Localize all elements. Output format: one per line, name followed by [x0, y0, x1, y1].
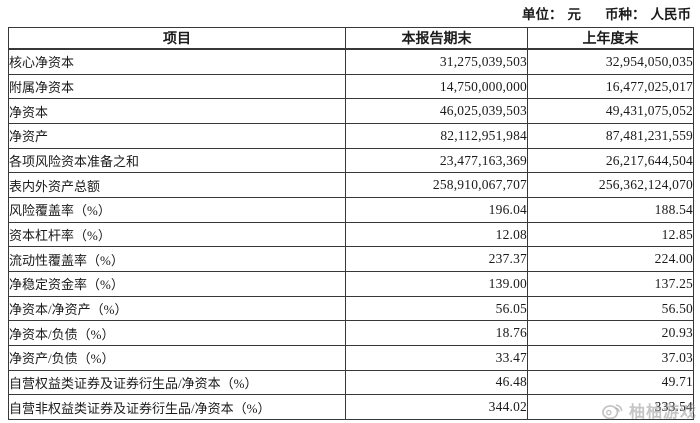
current-value-cell: 56.05	[345, 295, 528, 322]
table-row: 净资产/负债（%） 33.47 37.03	[8, 344, 694, 371]
item-cell: 净资本	[8, 98, 346, 125]
current-value-cell: 23,477,163,369	[345, 147, 528, 174]
table-row: 自营权益类证券及证券衍生品/净资本（%） 46.48 49.71	[8, 369, 694, 396]
item-cell: 自营非权益类证券及证券衍生品/净资本（%）	[8, 394, 346, 420]
prior-value-cell: 224.00	[527, 246, 694, 273]
current-value-cell: 14,750,000,000	[345, 73, 528, 100]
table-row: 净资本 46,025,039,503 49,431,075,052	[8, 98, 694, 125]
prior-value-cell: 333.54	[527, 394, 694, 420]
item-cell: 净资产	[8, 123, 346, 149]
table-row: 各项风险资本准备之和 23,477,163,369 26,217,644,504	[8, 147, 694, 174]
current-value-cell: 46,025,039,503	[345, 98, 528, 125]
table-row: 附属净资本 14,750,000,000 16,477,025,017	[8, 73, 694, 100]
current-value-cell: 12.08	[345, 221, 528, 248]
column-header-item: 项目	[8, 27, 346, 50]
table-row: 流动性覆盖率（%） 237.37 224.00	[8, 246, 694, 273]
item-cell: 资本杠杆率（%）	[8, 221, 346, 248]
item-cell: 净资本/负债（%）	[8, 320, 346, 346]
item-cell: 净资产/负债（%）	[8, 344, 346, 371]
currency-value: 人民币	[650, 7, 692, 22]
item-cell: 流动性覆盖率（%）	[8, 246, 346, 273]
prior-value-cell: 56.50	[527, 295, 694, 322]
table-row: 风险覆盖率（%） 196.04 188.54	[8, 197, 694, 223]
unit-label: 单位：	[522, 7, 563, 22]
current-value-cell: 46.48	[345, 369, 528, 396]
table-row: 净资本/负债（%） 18.76 20.93	[8, 320, 694, 346]
prior-value-cell: 16,477,025,017	[527, 73, 694, 100]
currency-label: 币种：	[605, 7, 646, 22]
prior-value-cell: 20.93	[527, 320, 694, 346]
table-row: 表内外资产总额 258,910,067,707 256,362,124,070	[8, 172, 694, 199]
table-row: 净资产 82,112,951,984 87,481,231,559	[8, 123, 694, 149]
item-cell: 净稳定资金率（%）	[8, 271, 346, 297]
current-value-cell: 139.00	[345, 271, 528, 297]
prior-value-cell: 37.03	[527, 344, 694, 371]
table-row: 资本杠杆率（%） 12.08 12.85	[8, 221, 694, 248]
item-cell: 各项风险资本准备之和	[8, 147, 346, 174]
table-row: 自营非权益类证券及证券衍生品/净资本（%） 344.02 333.54	[8, 394, 694, 420]
prior-value-cell: 137.25	[527, 271, 694, 297]
prior-value-cell: 49.71	[527, 369, 694, 396]
prior-value-cell: 26,217,644,504	[527, 147, 694, 174]
prior-value-cell: 87,481,231,559	[527, 123, 694, 149]
table-row: 净稳定资金率（%） 139.00 137.25	[8, 271, 694, 297]
current-value-cell: 33.47	[345, 344, 528, 371]
item-cell: 自营权益类证券及证券衍生品/净资本（%）	[8, 369, 346, 396]
column-header-prior-year: 上年度末	[527, 27, 694, 50]
financial-indicators-table: 项目 本报告期末 上年度末 核心净资本 31,275,039,503 32,954,…	[8, 27, 694, 420]
item-cell: 附属净资本	[8, 73, 346, 100]
prior-value-cell: 49,431,075,052	[527, 98, 694, 125]
current-value-cell: 18.76	[345, 320, 528, 346]
prior-value-cell: 188.54	[527, 197, 694, 223]
prior-value-cell: 12.85	[527, 221, 694, 248]
unit-value: 元	[567, 7, 582, 22]
item-cell: 风险覆盖率（%）	[8, 197, 346, 223]
current-value-cell: 196.04	[345, 197, 528, 223]
current-value-cell: 258,910,067,707	[345, 172, 528, 199]
prior-value-cell: 256,362,124,070	[527, 172, 694, 199]
prior-value-cell: 32,954,050,035	[527, 48, 694, 75]
table-row: 核心净资本 31,275,039,503 32,954,050,035	[8, 48, 694, 75]
item-cell: 表内外资产总额	[8, 172, 346, 199]
column-header-current-period: 本报告期末	[345, 27, 528, 50]
current-value-cell: 237.37	[345, 246, 528, 273]
item-cell: 净资本/净资产（%）	[8, 295, 346, 322]
current-value-cell: 31,275,039,503	[345, 48, 528, 75]
header-row: 项目 本报告期末 上年度末	[8, 27, 694, 50]
item-cell: 核心净资本	[8, 48, 346, 75]
current-value-cell: 82,112,951,984	[345, 123, 528, 149]
current-value-cell: 344.02	[345, 394, 528, 420]
units-line: 单位： 元 币种： 人民币	[522, 3, 691, 23]
table-row: 净资本/净资产（%） 56.05 56.50	[8, 295, 694, 322]
